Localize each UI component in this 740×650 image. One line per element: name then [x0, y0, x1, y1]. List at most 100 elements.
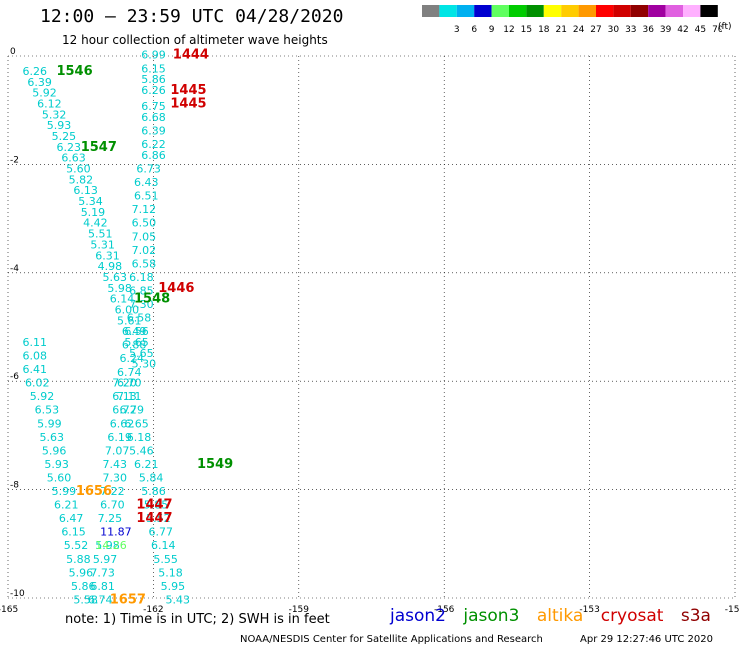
colorbar-tick-label: 45 [695, 25, 706, 35]
swh-value-jason2: 6.51 [134, 190, 159, 203]
footer-credit: NOAA/NESDIS Center for Satellite Applica… [240, 634, 543, 645]
pass-time-label: 1445 [170, 96, 206, 111]
legend-jason3: jason3 [463, 606, 520, 626]
x-tick-label: -159 [289, 605, 310, 615]
swh-value-jason3: 5.92 [30, 390, 54, 403]
swh-value-jason2: 6.15 [141, 62, 166, 75]
y-tick-label: -10 [10, 589, 25, 599]
swh-value-jason2: 6.68 [141, 111, 166, 124]
x-tick-label: -153 [579, 605, 599, 615]
swh-value-jason2: 6.56 [124, 325, 149, 338]
colorbar-bin [439, 5, 457, 17]
pass-time-label: 1445 [170, 83, 206, 98]
colorbar-tick-label: 42 [677, 25, 688, 35]
x-tick-label: -156 [434, 605, 455, 615]
swh-value-jason3: 5.60 [66, 163, 91, 176]
colorbar-tick-label: 18 [538, 25, 550, 35]
swh-value-jason3: 5.88 [66, 553, 91, 566]
swh-value-jason3: 5.98 [95, 539, 120, 552]
swh-value-jason2: 6.88 [122, 339, 147, 352]
swh-value-jason3: 5.98 [107, 282, 131, 295]
swh-value-jason3: 4.98 [98, 260, 123, 273]
swh-value-jason3: 6.81 [90, 580, 115, 593]
swh-value-jason3: 11.87 [100, 526, 132, 539]
swh-value-jason3: 14.26 [95, 539, 127, 552]
colorbar-tick-label: 33 [625, 25, 636, 35]
colorbar-bin [456, 5, 475, 17]
swh-value-jason3: 5.34 [78, 195, 103, 208]
swh-value-jason3: 6.00 [115, 303, 140, 316]
swh-value-jason3: 6.47 [59, 512, 84, 525]
swh-value-jason3: 6.39 [27, 76, 51, 89]
swh-value-jason2: 6.39 [141, 125, 166, 138]
swh-value-jason3: 5.58 [73, 593, 98, 606]
swh-value-jason3: 5.51 [88, 228, 113, 241]
swh-value-jason3: 6.53 [35, 404, 60, 417]
swh-value-jason2: 6.58 [132, 257, 157, 270]
colorbar-tick-label: 6 [471, 25, 477, 35]
swh-value-jason3: 6.12 [37, 97, 62, 110]
swh-value-jason3: 5.32 [42, 108, 67, 121]
pass-time-label: 1656 [76, 484, 112, 499]
y-tick-label: 0 [10, 47, 16, 57]
swh-value-jason3: 5.63 [40, 431, 65, 444]
footer-note: note: 1) Time is in UTC; 2) SWH is in fe… [65, 612, 330, 627]
swh-value-jason3: 7.25 [98, 512, 123, 525]
colorbar-tick-label: 9 [489, 25, 495, 35]
swh-value-jason2: 6.50 [132, 217, 157, 230]
pass-time-label: 1657 [110, 592, 146, 607]
swh-value-jason3: 5.60 [47, 471, 71, 484]
swh-value-jason2: 5.52 [146, 512, 171, 525]
colorbar-bin [578, 5, 596, 17]
colorbar-bin [509, 5, 527, 17]
swh-value-jason3: 5.82 [69, 173, 94, 186]
y-tick-label: -6 [10, 372, 19, 382]
swh-value-jason3: 6.15 [61, 526, 86, 539]
colorbar-bin [683, 5, 701, 17]
swh-value-jason3: 6.11 [23, 336, 48, 349]
chart-subtitle: 12 hour collection of altimeter wave hei… [62, 33, 328, 47]
swh-value-jason2: 5.55 [153, 553, 178, 566]
swh-value-jason3: 5.31 [90, 238, 115, 251]
swh-value-jason2: 6.99 [141, 49, 166, 62]
swh-value-jason2: 6.26 [141, 84, 166, 97]
swh-value-jason2: 6.74 [117, 366, 142, 379]
colorbar-bin [613, 5, 631, 17]
pass-time-label: 1549 [197, 457, 233, 472]
swh-value-jason3: 6.23 [56, 141, 81, 154]
swh-value-jason3: 6.21 [54, 499, 79, 512]
swh-value-jason3: 6.41 [23, 363, 48, 376]
colorbar-tick-label: 24 [573, 25, 585, 35]
y-tick-label: -8 [10, 481, 19, 491]
swh-value-jason3: 7.73 [90, 566, 115, 579]
swh-value-jason2: 6.79 [119, 404, 143, 417]
swh-value-jason3: 5.63 [103, 271, 128, 284]
swh-value-jason2: 5.18 [158, 566, 183, 579]
chart-title: 12:00 – 23:59 UTC 04/28/2020 [40, 6, 344, 27]
swh-value-jason2: 6.85 [129, 284, 154, 297]
swh-value-jason3: 5.19 [81, 206, 106, 219]
swh-value-jason3: 5.25 [52, 130, 76, 143]
swh-value-jason3: 5.93 [44, 458, 69, 471]
swh-value-jason3: 5.92 [32, 87, 57, 100]
swh-value-jason3: 6.13 [112, 390, 137, 403]
colorbar-tick-label: 3 [454, 25, 460, 35]
swh-value-jason2: 5.43 [166, 593, 191, 606]
swh-value-jason3: 5.99 [37, 417, 62, 430]
swh-value-jason3: 5.97 [93, 553, 118, 566]
swh-value-jason3: 6.31 [95, 249, 120, 262]
swh-value-jason2: 7.05 [132, 230, 157, 243]
colorbar-bin [422, 5, 440, 17]
swh-value-jason3: 5.52 [64, 539, 88, 552]
colorbar-bin [561, 5, 579, 17]
legend-altika: altika [536, 606, 584, 626]
swh-value-jason3: 6.19 [107, 431, 131, 444]
swh-value-jason2: 6.24 [119, 352, 143, 365]
y-tick-label: -4 [10, 264, 19, 274]
swh-value-jason3: 5.61 [117, 314, 142, 327]
swh-value-jason3: 5.65 [129, 347, 154, 360]
swh-value-jason2: 6.14 [151, 539, 176, 552]
swh-value-jason2: 6.21 [134, 458, 159, 471]
swh-value-jason3: 6.26 [23, 65, 48, 78]
